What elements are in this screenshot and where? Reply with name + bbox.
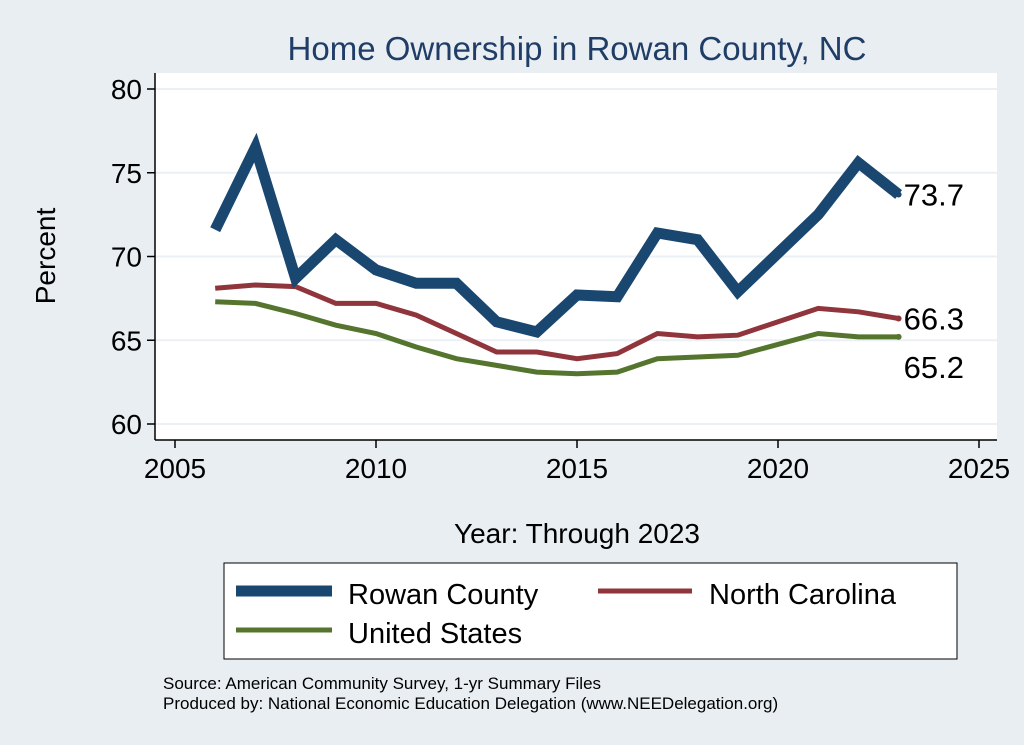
legend-label-united-states: United States [348, 618, 522, 650]
legend-label-rowan-county: Rowan County [348, 579, 539, 611]
producer-note: Produced by: National Economic Education… [163, 694, 778, 713]
x-tick-label-2015: 2015 [546, 453, 608, 484]
x-tick-label-2005: 2005 [144, 453, 206, 484]
series-line-united-states [215, 299, 899, 377]
series-line-north-carolina [214, 282, 900, 362]
end-label-north-carolina: 66.3 [904, 301, 964, 336]
y-axis-label: Percent [30, 208, 61, 305]
axes: 60 65 70 75 80 2005 2010 2015 2020 2025 [111, 73, 1010, 484]
y-tick-label-60: 60 [111, 409, 142, 440]
end-label-rowan-county: 73.7 [904, 178, 964, 213]
y-tick-label-75: 75 [111, 158, 142, 189]
end-marker-united-states [895, 333, 902, 340]
end-label-united-states: 65.2 [904, 350, 964, 385]
x-axis-label: Year: Through 2023 [454, 518, 700, 549]
legend-box [223, 562, 958, 660]
series-layer [210, 132, 903, 377]
y-tick-label-65: 65 [111, 325, 142, 356]
x-tick-label-2025: 2025 [948, 453, 1010, 484]
x-tick-label-2020: 2020 [747, 453, 809, 484]
y-tick-label-70: 70 [111, 242, 142, 273]
chart-title: Home Ownership in Rowan County, NC [288, 30, 867, 67]
x-tick-label-2010: 2010 [345, 453, 407, 484]
legend-label-north-carolina: North Carolina [709, 579, 897, 611]
source-note: Source: American Community Survey, 1-yr … [163, 674, 601, 693]
series-line-rowan-county [210, 132, 903, 338]
end-labels: 73.7 66.3 65.2 [904, 178, 964, 385]
y-tick-label-80: 80 [111, 74, 142, 105]
end-marker-north-carolina [895, 315, 902, 322]
end-marker-rowan-county [895, 191, 902, 198]
legend: Rowan County North Carolina United State… [223, 562, 958, 660]
